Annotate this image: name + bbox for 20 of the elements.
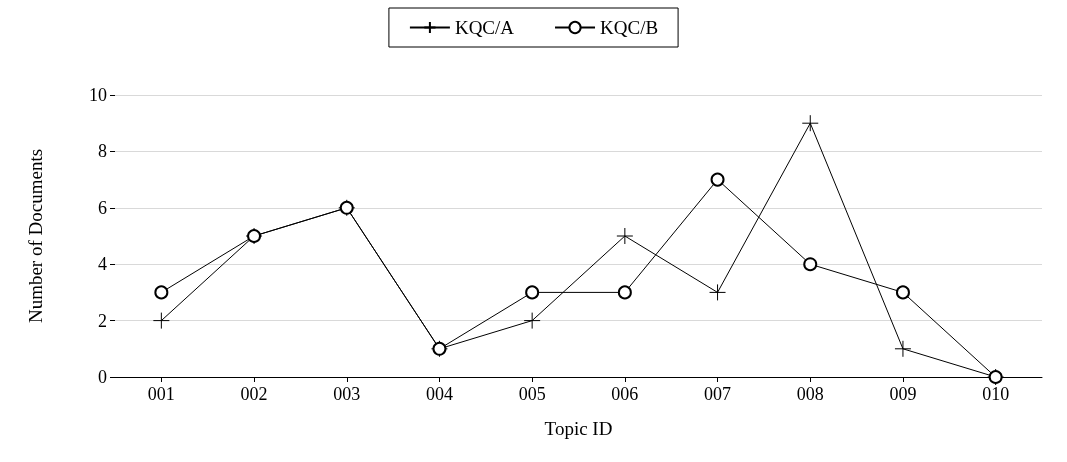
x-tick-label: 002 bbox=[240, 384, 268, 404]
legend-label: KQC/A bbox=[454, 17, 515, 38]
x-tick-label: 006 bbox=[611, 384, 639, 404]
y-tick-label: 10 bbox=[89, 85, 107, 105]
y-tick-label: 6 bbox=[98, 197, 107, 218]
x-tick-label: 003 bbox=[333, 384, 361, 404]
y-tick-label: 8 bbox=[98, 141, 107, 162]
x-axis-title: Topic ID bbox=[544, 418, 613, 439]
x-tick-label: 001 bbox=[147, 384, 175, 404]
x-tick-label: 008 bbox=[796, 384, 824, 404]
y-tick-label: 2 bbox=[98, 310, 107, 331]
x-tick-label: 004 bbox=[425, 384, 453, 404]
y-tick-label: 4 bbox=[98, 254, 107, 275]
x-tick-label: 009 bbox=[889, 384, 917, 404]
y-tick-label: 0 bbox=[98, 367, 107, 387]
x-tick-label: 005 bbox=[518, 384, 546, 404]
y-axis-title: Number of Documents bbox=[25, 148, 46, 324]
x-tick-label: 007 bbox=[704, 384, 732, 404]
legend-label: KQC/B bbox=[600, 17, 659, 38]
x-tick-label: 010 bbox=[982, 384, 1010, 404]
